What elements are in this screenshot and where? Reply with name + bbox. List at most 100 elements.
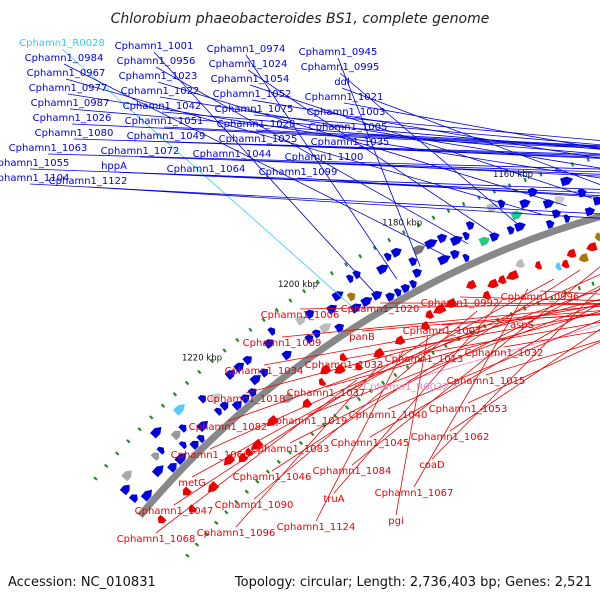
tick-mark: [461, 201, 466, 207]
gene-label: Cphamn1_1054: [211, 74, 290, 85]
gene-label: Cphamn1_1045: [331, 438, 410, 449]
gene-arrow: [334, 323, 344, 333]
leader-line: [351, 266, 600, 466]
gene-arrow: [345, 274, 354, 284]
leader-line: [441, 313, 600, 326]
leader-line: [161, 111, 600, 150]
gene-arrow: [383, 252, 392, 262]
gene-arrow: [519, 199, 531, 209]
accession-text: Accession: NC_010831: [8, 575, 156, 590]
tick-mark: [446, 208, 451, 214]
gene-arrow: [170, 430, 181, 441]
gene-arrow: [128, 494, 138, 503]
tick-mark: [137, 427, 142, 432]
gene-label: truA: [323, 494, 344, 505]
tick-mark: [401, 230, 406, 235]
gene-arrow: [393, 288, 402, 297]
gene-arrow: [487, 278, 499, 289]
gene-arrow: [555, 262, 562, 271]
gene-label: Cphamn1_0977: [29, 83, 108, 94]
gene-label: Cphamn1_1046: [233, 472, 312, 483]
gene-arrow: [157, 514, 167, 524]
gene-arrow: [594, 232, 600, 242]
gene-arrow: [167, 463, 177, 473]
gene-arrow: [355, 362, 363, 371]
gene-arrow: [352, 270, 361, 280]
leader-line: [323, 162, 600, 177]
tick-mark: [523, 177, 527, 183]
gene-arrow: [424, 239, 438, 250]
gene-label: Cphamn1_1053: [429, 404, 508, 415]
gene-arrow: [182, 486, 192, 496]
leader-line: [73, 138, 600, 155]
leader-line: [157, 81, 567, 207]
gene-label: metG: [178, 478, 206, 489]
kbp-label: 1200 kbp: [278, 280, 318, 290]
gene-arrow: [462, 253, 470, 263]
leader-line: [69, 108, 600, 155]
kbp-label: 1180 kbp: [382, 218, 422, 228]
gene-arrow: [515, 258, 526, 269]
gene-arrow: [478, 236, 490, 247]
gene-label: Cphamn1_1003: [307, 107, 386, 118]
leader-line: [297, 177, 600, 198]
gene-arrow: [578, 253, 589, 263]
gene-arrow: [506, 270, 519, 280]
kbp-label: 1220 kbp: [182, 353, 222, 363]
leader-line: [191, 278, 555, 478]
gene-label: Cphamn1_1006: [261, 310, 340, 321]
tick-mark: [387, 237, 392, 243]
gene-label: Cphamn1_1040: [349, 410, 428, 421]
gene-label: Cphamn1_0984: [25, 53, 104, 64]
gene-arrow: [150, 427, 162, 439]
gene-label: Cphamn1_1035: [311, 137, 390, 148]
gene-arrow: [331, 291, 344, 302]
leader-line: [205, 174, 600, 197]
kbp-label: 1160 kbp: [493, 170, 533, 180]
tick-mark: [197, 369, 202, 375]
gene-label: Cphamn1_1075: [215, 104, 294, 115]
gene-label: Cphamn1_1068: [117, 534, 196, 545]
gene-arrow: [267, 327, 275, 336]
gene-label: Cphamn1_1055: [0, 158, 69, 169]
tick-mark: [224, 510, 229, 515]
gene-arrow: [281, 350, 292, 361]
leader-line: [423, 321, 600, 354]
gene-arrow: [224, 370, 236, 380]
gene-label: Cphamn1_1020: [341, 304, 420, 315]
tick-mark: [356, 396, 362, 402]
gene-label: Cphamn1_1028: [217, 119, 296, 130]
gene-arrow: [263, 339, 274, 349]
gene-arrow: [121, 470, 132, 482]
gene-arrow: [545, 219, 555, 229]
gene-arrow: [390, 247, 402, 258]
gene-label: Cphamn1_1044: [193, 149, 272, 160]
tick-mark: [302, 288, 307, 294]
gene-label: Cphamn1_1082: [189, 422, 268, 433]
gene-label: Cphamn1_1015: [447, 376, 526, 387]
gene-arrow: [436, 233, 448, 244]
gene-label: pgi: [388, 516, 403, 527]
gene-label: Cphamn1_1100: [285, 152, 364, 163]
gene-label: Cphamn1_1096: [197, 528, 276, 539]
gene-arrow: [360, 297, 373, 308]
tick-mark: [194, 542, 200, 547]
leader-line: [251, 99, 600, 159]
gene-arrow: [249, 375, 261, 386]
leader-line: [255, 129, 600, 147]
gene-arrow: [178, 424, 187, 433]
leader-line: [249, 84, 593, 199]
leader-line: [163, 126, 600, 148]
gene-label: Cphamn1_0967: [27, 68, 106, 79]
gene-arrow: [371, 290, 383, 301]
tick-mark: [298, 440, 304, 446]
gene-label: Cphamn1_R0028: [19, 38, 105, 49]
tick-mark: [244, 489, 249, 494]
gene-label: Cphamn1_1083: [251, 444, 330, 455]
gene-arrow: [339, 352, 348, 362]
gene-arrow: [534, 260, 543, 270]
gene-arrow: [251, 438, 264, 450]
gene-label: Cphamn1_1062: [411, 432, 490, 443]
tick-marks: [93, 157, 595, 558]
gene-arrow: [213, 407, 222, 416]
